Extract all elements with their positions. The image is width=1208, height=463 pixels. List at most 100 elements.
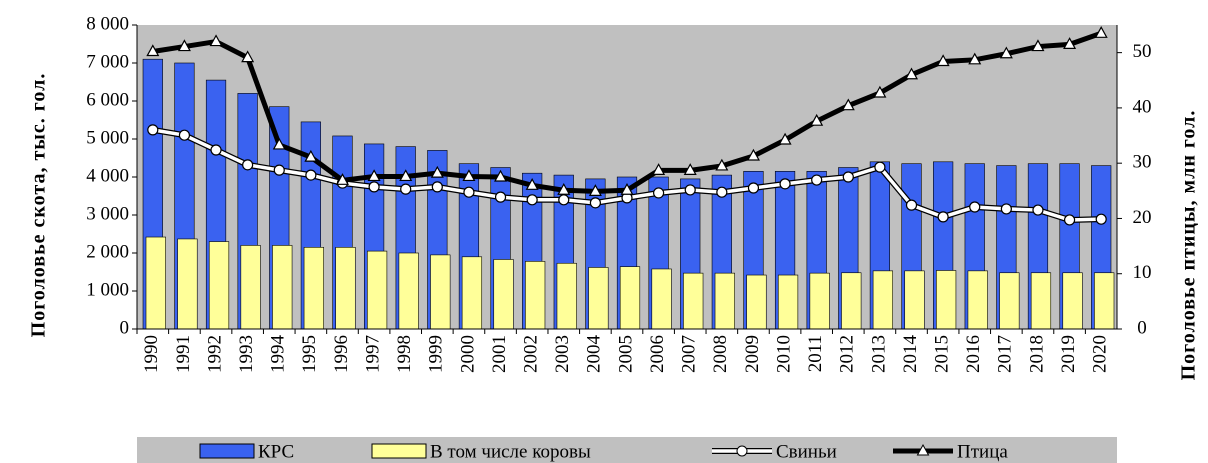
x-tick-label: 1997 — [362, 335, 383, 373]
legend-swatch — [371, 443, 427, 459]
bar — [177, 238, 198, 330]
bar — [683, 272, 704, 330]
y-tick-label: 6 000 — [86, 89, 129, 110]
marker — [716, 186, 728, 198]
bar — [619, 266, 641, 330]
legend-swatch — [199, 443, 255, 459]
marker — [557, 183, 571, 195]
marker — [746, 148, 760, 161]
bar — [777, 274, 799, 330]
y-tick-label: 8 000 — [86, 13, 129, 34]
bar — [556, 262, 577, 330]
y-axis-label: Поголовье скота, тыс. гол. — [28, 73, 50, 338]
x-tick-label: 1996 — [331, 335, 352, 373]
x-tick-label: 2009 — [742, 335, 763, 373]
x-tick-label: 2001 — [489, 335, 510, 373]
marker — [1094, 26, 1108, 38]
marker — [589, 197, 601, 209]
marker — [778, 132, 792, 145]
bar — [1062, 272, 1083, 330]
bar — [303, 247, 324, 330]
marker — [841, 98, 855, 111]
marker — [367, 169, 381, 182]
marker — [937, 211, 949, 223]
legend-label: Птица — [957, 441, 1008, 462]
marker — [273, 164, 285, 176]
marker — [779, 178, 791, 190]
marker — [210, 144, 222, 156]
marker — [558, 194, 570, 206]
marker — [526, 194, 538, 206]
x-tick-label: 1995 — [299, 335, 320, 373]
marker — [1032, 204, 1044, 216]
marker — [588, 184, 602, 196]
marker — [1063, 214, 1076, 226]
marker — [494, 191, 507, 203]
x-tick-label: 2006 — [647, 335, 668, 373]
marker — [241, 50, 255, 63]
x-tick-label: 2014 — [900, 335, 921, 374]
marker — [525, 178, 539, 190]
marker — [463, 186, 475, 198]
marker — [874, 161, 886, 173]
marker — [400, 183, 412, 195]
marker — [905, 199, 918, 211]
legend-marker — [736, 445, 748, 457]
marker — [873, 85, 887, 98]
marker — [368, 181, 380, 193]
bar — [335, 247, 356, 330]
x-tick-label: 2005 — [615, 335, 636, 373]
marker — [178, 129, 191, 141]
marker — [335, 173, 349, 185]
bar — [430, 254, 451, 330]
marker — [715, 158, 729, 171]
marker — [684, 184, 696, 196]
marker — [653, 187, 665, 199]
x-tick-label: 2000 — [457, 335, 478, 373]
marker — [969, 201, 981, 213]
legend-label: Свиньи — [776, 441, 837, 462]
bar — [272, 245, 293, 330]
legend-label: КРС — [258, 441, 294, 462]
y2-tick-label: 30 — [1133, 152, 1152, 173]
x-tick-label: 2019 — [1058, 335, 1079, 373]
marker — [209, 34, 223, 47]
marker — [1095, 213, 1107, 225]
marker — [462, 169, 476, 182]
y-tick-label: 7 000 — [86, 51, 129, 72]
marker — [968, 52, 982, 65]
y-tick-label: 2 000 — [86, 241, 129, 262]
marker — [810, 113, 824, 126]
x-tick-label: 1998 — [394, 335, 415, 373]
x-tick-label: 2004 — [584, 335, 605, 374]
legend-marker — [916, 443, 930, 456]
bar — [398, 252, 419, 330]
marker — [999, 46, 1013, 59]
marker — [242, 159, 254, 171]
y-tick-label: 3 000 — [86, 203, 129, 224]
marker — [1031, 39, 1045, 52]
legend-box — [137, 437, 1117, 463]
bar — [746, 274, 767, 330]
x-tick-label: 2018 — [1026, 335, 1047, 373]
y2-tick-label: 10 — [1133, 262, 1152, 283]
bar — [493, 259, 514, 330]
marker — [430, 165, 444, 178]
bar — [809, 272, 830, 330]
bar — [525, 261, 546, 330]
marker — [272, 137, 286, 150]
x-tick-label: 1992 — [204, 335, 225, 373]
bar — [145, 236, 166, 330]
marker — [905, 67, 919, 80]
x-tick-label: 2017 — [995, 335, 1016, 373]
y2-tick-label: 20 — [1133, 207, 1152, 228]
y-tick-label: 0 — [120, 317, 130, 338]
bar — [588, 267, 609, 330]
x-tick-label: 1994 — [268, 335, 289, 374]
marker — [1063, 37, 1077, 49]
x-tick-label: 2007 — [679, 335, 700, 373]
x-tick-label: 2008 — [710, 335, 731, 373]
legend-label: В том числе коровы — [430, 441, 591, 462]
bar — [714, 272, 735, 330]
